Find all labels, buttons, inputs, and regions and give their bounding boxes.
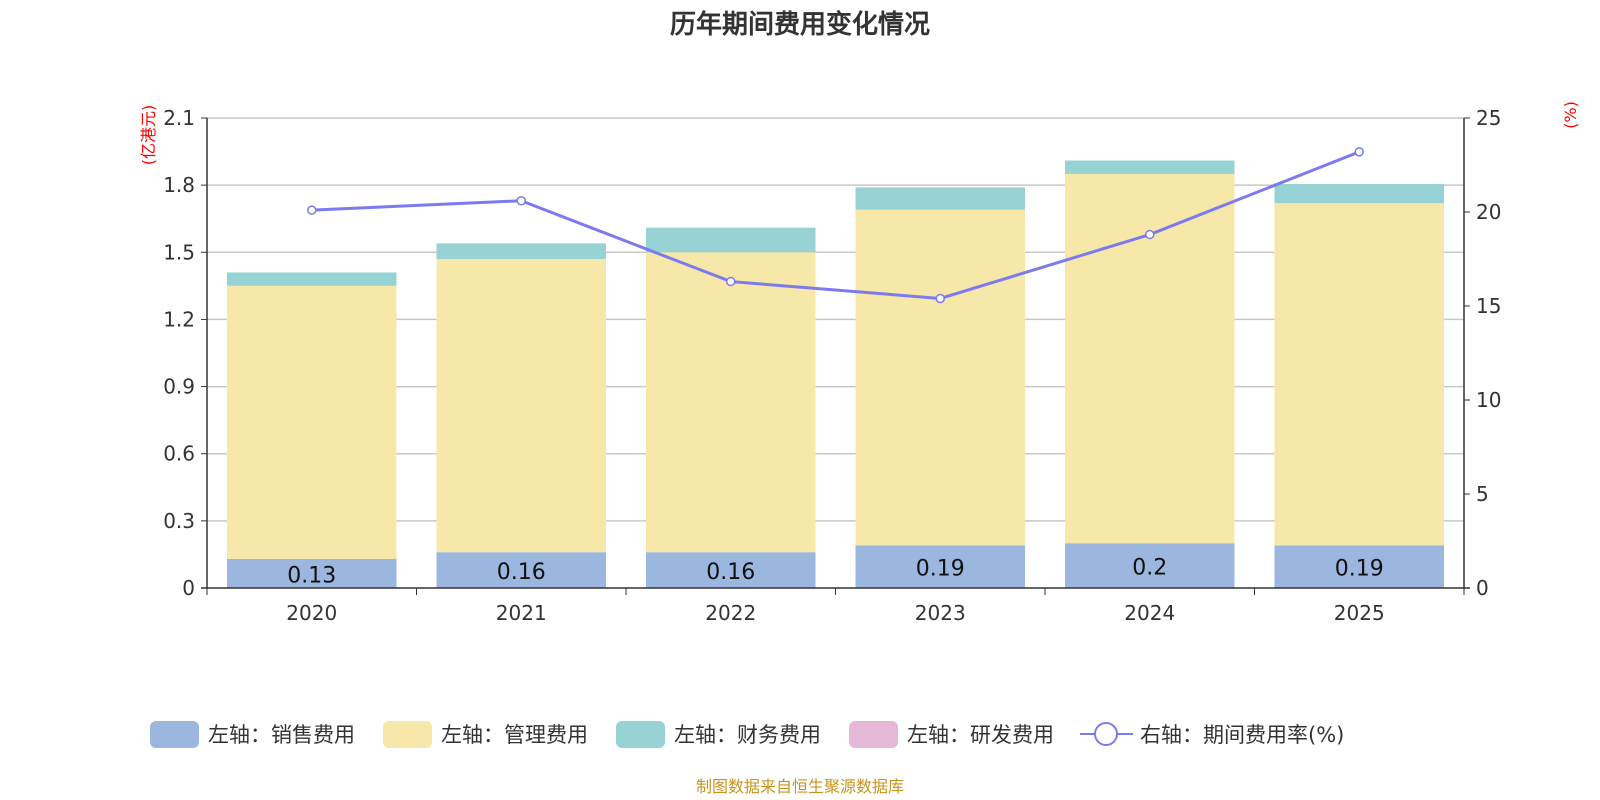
x-tick-label: 2021 bbox=[496, 601, 547, 625]
right-tick-label: 15 bbox=[1476, 294, 1501, 318]
source-note: 制图数据来自恒生聚源数据库 bbox=[696, 777, 904, 796]
x-tick-label: 2024 bbox=[1124, 601, 1175, 625]
bar-2021-series-2 bbox=[436, 243, 606, 259]
bar-2020-series-2 bbox=[227, 272, 397, 286]
bar-2023-series-1 bbox=[855, 209, 1025, 546]
left-tick-label: 0.3 bbox=[163, 509, 195, 533]
rate-point bbox=[307, 205, 317, 215]
left-tick-label: 1.2 bbox=[163, 307, 195, 331]
right-tick-label: 0 bbox=[1476, 576, 1489, 600]
bar-2022-series-2 bbox=[646, 227, 816, 253]
left-tick-label: 0 bbox=[182, 576, 195, 600]
right-tick-label: 10 bbox=[1476, 388, 1501, 412]
bar-data-label: 0.13 bbox=[287, 563, 336, 588]
left-tick-label: 2.1 bbox=[163, 106, 195, 130]
legend-swatch bbox=[849, 721, 898, 748]
right-tick-label: 5 bbox=[1476, 482, 1489, 506]
right-tick-label: 25 bbox=[1476, 106, 1501, 130]
bar-2022-series-0 bbox=[646, 552, 816, 588]
legend-label[interactable]: 左轴：管理费用 bbox=[441, 723, 588, 747]
legend-label[interactable]: 左轴：销售费用 bbox=[208, 723, 355, 747]
legend-label[interactable]: 右轴：期间费用率(%) bbox=[1140, 723, 1344, 747]
left-axis-unit: (亿港元) bbox=[139, 105, 158, 166]
x-tick-label: 2023 bbox=[915, 601, 966, 625]
left-tick-label: 0.6 bbox=[163, 442, 195, 466]
legend-swatch bbox=[616, 721, 665, 748]
chart-title: 历年期间费用变化情况 bbox=[670, 9, 930, 40]
bar-2024-series-0 bbox=[1065, 543, 1235, 588]
bar-2021-series-1 bbox=[436, 259, 606, 553]
bar-data-label: 0.19 bbox=[1335, 557, 1384, 582]
legend-circle-icon bbox=[1094, 722, 1118, 746]
legend-swatch bbox=[150, 721, 199, 748]
rate-point bbox=[1145, 229, 1155, 240]
bar-data-label: 0.19 bbox=[916, 557, 965, 582]
rate-point bbox=[516, 195, 526, 206]
right-axis-unit: (%) bbox=[1561, 101, 1580, 129]
bar-2020-series-1 bbox=[227, 285, 397, 559]
rate-point bbox=[935, 293, 945, 304]
left-tick-label: 1.8 bbox=[163, 173, 195, 197]
bar-2025-series-0 bbox=[1274, 545, 1444, 588]
bar-2024-series-2 bbox=[1065, 160, 1235, 174]
x-tick-label: 2025 bbox=[1334, 601, 1385, 625]
legend-label[interactable]: 左轴：财务费用 bbox=[674, 723, 821, 747]
bar-data-label: 0.16 bbox=[497, 560, 546, 585]
bar-2021-series-0 bbox=[436, 552, 606, 588]
rate-point bbox=[726, 276, 736, 287]
left-tick-label: 0.9 bbox=[163, 375, 195, 399]
bar-2023-series-0 bbox=[855, 545, 1025, 588]
bar-2024-series-1 bbox=[1065, 173, 1235, 544]
rate-point bbox=[1354, 147, 1364, 157]
bar-2022-series-1 bbox=[646, 252, 816, 553]
bar-2025-series-1 bbox=[1274, 203, 1444, 546]
left-tick-label: 1.5 bbox=[163, 240, 195, 264]
bar-2023-series-2 bbox=[855, 187, 1025, 210]
bar-data-label: 0.16 bbox=[706, 560, 755, 585]
bar-data-label: 0.2 bbox=[1132, 556, 1167, 581]
right-tick-label: 20 bbox=[1476, 200, 1501, 224]
rate-line bbox=[311, 150, 1360, 300]
x-tick-label: 2022 bbox=[705, 601, 756, 625]
legend-swatch bbox=[383, 721, 432, 748]
legend-label[interactable]: 左轴：研发费用 bbox=[907, 723, 1054, 747]
bar-2020-series-0 bbox=[227, 558, 397, 588]
x-tick-label: 2020 bbox=[286, 601, 337, 625]
bar-2025-series-2 bbox=[1274, 184, 1444, 204]
